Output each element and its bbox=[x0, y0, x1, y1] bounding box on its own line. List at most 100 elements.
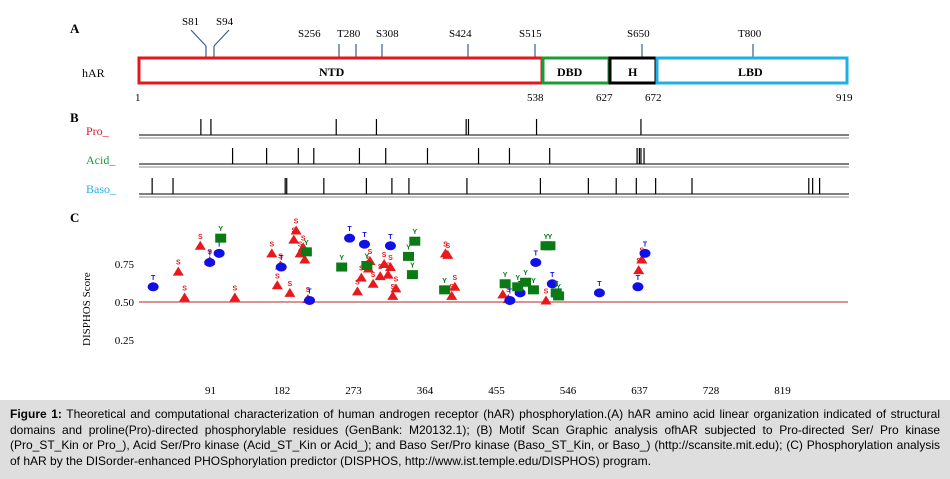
data-point-label: T bbox=[643, 241, 648, 248]
data-point-ser bbox=[299, 254, 311, 264]
data-point-ser bbox=[442, 249, 454, 259]
y-tick-label: 0.75 bbox=[115, 259, 135, 271]
data-point-ser bbox=[355, 272, 367, 282]
data-point-ser bbox=[390, 283, 402, 293]
data-point-label: T bbox=[362, 232, 367, 239]
data-point-tyr bbox=[403, 251, 414, 261]
data-point-tyr bbox=[499, 279, 511, 289]
track-label-baso: Baso_ bbox=[86, 182, 117, 196]
panel-a: A hAR S81 S94 S256 T280 S308 S424 S515 S… bbox=[70, 16, 853, 104]
data-point-thr bbox=[632, 282, 644, 292]
data-point-thr bbox=[504, 295, 516, 305]
position-label-919: 919 bbox=[836, 92, 853, 104]
figure-caption: Figure 1: Theoretical and computational … bbox=[0, 400, 950, 479]
data-point-tyr bbox=[409, 236, 421, 246]
x-tick-label: 819 bbox=[774, 385, 791, 397]
panel-b: B Pro_ Acid_ Baso_ bbox=[70, 110, 849, 198]
site-label-t280: T280 bbox=[337, 28, 361, 40]
data-point-label: S bbox=[445, 243, 450, 250]
data-point-label: S bbox=[306, 287, 311, 294]
data-point-ser bbox=[497, 289, 509, 299]
track-label-acid: Acid_ bbox=[86, 153, 116, 167]
data-point-label: T bbox=[279, 255, 284, 262]
data-point-ser bbox=[387, 290, 399, 300]
data-point-tyr bbox=[553, 291, 565, 301]
data-point-ser bbox=[271, 280, 283, 290]
data-point-thr bbox=[359, 239, 370, 249]
data-point-label: T bbox=[347, 226, 352, 233]
data-point-label: T bbox=[151, 275, 156, 282]
data-point-tyr bbox=[336, 262, 348, 272]
data-point-label: T bbox=[597, 281, 602, 288]
data-point-label: Y bbox=[365, 254, 370, 261]
data-point-label: S bbox=[388, 255, 393, 262]
x-tick-label: 546 bbox=[560, 385, 577, 397]
site-label-s308: S308 bbox=[376, 28, 399, 40]
data-point-label: Y bbox=[554, 281, 559, 288]
data-point-label: S bbox=[294, 219, 299, 226]
y-tick-label: 0.50 bbox=[115, 297, 135, 309]
position-label-672: 672 bbox=[645, 92, 662, 104]
x-tick-label: 364 bbox=[417, 385, 434, 397]
data-point-label: S bbox=[182, 285, 187, 292]
position-label-538: 538 bbox=[527, 92, 544, 104]
data-point-label: Y bbox=[531, 278, 536, 285]
site-label-s424: S424 bbox=[449, 28, 472, 40]
data-point-label: Y bbox=[410, 263, 415, 270]
domain-box-lbd bbox=[655, 56, 849, 85]
data-point-label: Y bbox=[515, 275, 520, 282]
x-tick-label: 273 bbox=[345, 385, 362, 397]
data-point-tyr bbox=[520, 277, 532, 287]
domain-label-ntd: NTD bbox=[319, 65, 345, 79]
site-tick-s81 bbox=[190, 29, 207, 47]
data-point-label: S bbox=[207, 249, 212, 256]
data-point-label: Y bbox=[544, 234, 549, 241]
data-point-label: S bbox=[443, 241, 448, 248]
data-point-label: S bbox=[198, 234, 203, 241]
x-tick-label: 455 bbox=[488, 385, 505, 397]
data-point-ser bbox=[540, 295, 552, 305]
data-point-ser bbox=[351, 286, 363, 296]
data-point-label: S bbox=[453, 275, 458, 282]
data-point-ser bbox=[229, 292, 241, 302]
data-point-label: S bbox=[275, 273, 280, 280]
data-point-ser bbox=[449, 281, 461, 291]
data-point-ser bbox=[374, 271, 386, 281]
data-point-label: T bbox=[388, 234, 393, 241]
y-axis-label: DISPHOS Score bbox=[81, 272, 93, 346]
y-tick-label: 0.25 bbox=[115, 335, 135, 347]
caption-prefix: Figure 1: bbox=[10, 407, 62, 421]
data-point-label: S bbox=[288, 281, 293, 288]
data-point-label: S bbox=[390, 284, 395, 291]
data-point-label: S bbox=[368, 249, 373, 256]
data-point-label: Y bbox=[339, 255, 344, 262]
data-point-ser bbox=[194, 240, 206, 250]
data-point-ser bbox=[284, 287, 296, 297]
site-label-s81: S81 bbox=[182, 16, 199, 28]
panel-a-letter: A bbox=[70, 21, 80, 36]
site-ticks bbox=[190, 29, 754, 58]
data-point-label: T bbox=[550, 272, 555, 279]
data-point-ser bbox=[179, 292, 191, 302]
data-point-ser bbox=[290, 225, 302, 235]
data-point-tyr bbox=[544, 241, 556, 251]
data-point-label: S bbox=[394, 276, 399, 283]
data-point-thr bbox=[530, 257, 542, 267]
data-point-thr bbox=[147, 282, 159, 292]
site-label-s256: S256 bbox=[298, 28, 321, 40]
domain-label-h: H bbox=[628, 65, 638, 79]
data-point-thr bbox=[275, 262, 287, 272]
data-point-tyr bbox=[300, 247, 312, 257]
site-label-s515: S515 bbox=[519, 28, 542, 40]
data-point-ser bbox=[266, 248, 278, 258]
data-point-tyr bbox=[439, 285, 451, 295]
site-tick-s94 bbox=[213, 29, 230, 47]
data-point-label: Y bbox=[412, 229, 417, 236]
data-point-label: S bbox=[278, 254, 283, 261]
data-point-label: S bbox=[233, 285, 238, 292]
position-label-1: 1 bbox=[135, 92, 141, 104]
data-point-tyr bbox=[215, 233, 227, 243]
data-point-label: T bbox=[208, 250, 213, 257]
x-tick-label: 91 bbox=[205, 385, 216, 397]
